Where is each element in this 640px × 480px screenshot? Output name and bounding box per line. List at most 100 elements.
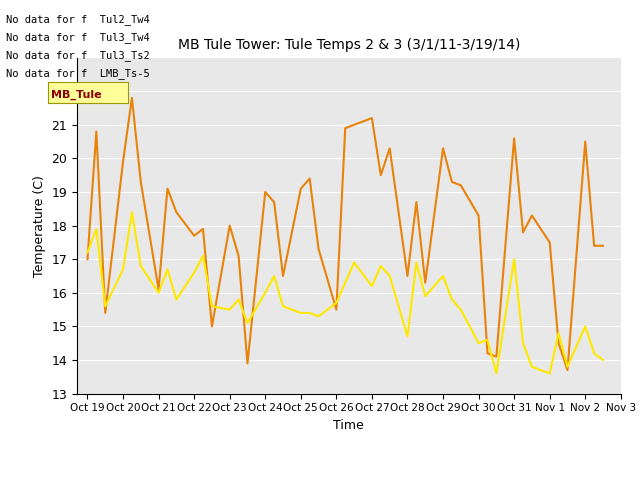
Tul2_Ts-2: [190, 233, 198, 239]
Tul2_Ts-2: [119, 159, 127, 165]
Tul2_Ts-8: [457, 307, 465, 312]
Tul2_Ts-8: [581, 324, 589, 329]
Tul2_Ts-8: [315, 313, 323, 319]
Tul2_Ts-2: [341, 125, 349, 131]
Tul2_Ts-8: [599, 357, 607, 363]
Tul2_Ts-2: [173, 209, 180, 215]
Legend: Tul2_Ts-2, Tul2_Ts-8: Tul2_Ts-2, Tul2_Ts-8: [237, 474, 460, 480]
Tul2_Ts-8: [404, 334, 412, 339]
Tul2_Ts-2: [297, 186, 305, 192]
Tul2_Ts-2: [599, 243, 607, 249]
Tul2_Ts-8: [270, 273, 278, 279]
Tul2_Ts-8: [377, 263, 385, 269]
Tul2_Ts-8: [448, 297, 456, 302]
Tul2_Ts-2: [164, 186, 172, 192]
Tul2_Ts-2: [448, 179, 456, 185]
Tul2_Ts-2: [226, 223, 234, 228]
Tul2_Ts-2: [493, 354, 500, 360]
Tul2_Ts-8: [386, 273, 394, 279]
Tul2_Ts-8: [306, 310, 314, 316]
Tul2_Ts-8: [519, 340, 527, 346]
Tul2_Ts-8: [484, 337, 492, 343]
Tul2_Ts-2: [528, 213, 536, 218]
Tul2_Ts-8: [368, 283, 376, 289]
Tul2_Ts-8: [235, 297, 243, 302]
Tul2_Ts-2: [546, 240, 554, 245]
Line: Tul2_Ts-2: Tul2_Ts-2: [88, 98, 603, 370]
Tul2_Ts-8: [190, 270, 198, 276]
Tul2_Ts-2: [510, 135, 518, 141]
Tul2_Ts-8: [279, 303, 287, 309]
Tul2_Ts-2: [84, 256, 92, 262]
Tul2_Ts-8: [84, 250, 92, 255]
Tul2_Ts-8: [475, 340, 483, 346]
Tul2_Ts-2: [519, 229, 527, 235]
Tul2_Ts-2: [421, 280, 429, 286]
Tul2_Ts-8: [119, 266, 127, 272]
Tul2_Ts-2: [368, 115, 376, 121]
Text: No data for f  Tul3_Ts2: No data for f Tul3_Ts2: [6, 50, 150, 61]
Tul2_Ts-8: [590, 350, 598, 356]
Tul2_Ts-8: [164, 266, 172, 272]
Tul2_Ts-8: [564, 364, 572, 370]
Tul2_Ts-2: [208, 324, 216, 329]
Tul2_Ts-2: [261, 189, 269, 195]
Tul2_Ts-8: [137, 263, 145, 269]
Tul2_Ts-2: [199, 226, 207, 232]
Tul2_Ts-8: [128, 209, 136, 215]
Tul2_Ts-8: [199, 253, 207, 259]
Tul2_Ts-2: [101, 310, 109, 316]
Tul2_Ts-8: [226, 307, 234, 312]
Tul2_Ts-2: [564, 367, 572, 373]
Tul2_Ts-2: [315, 246, 323, 252]
Tul2_Ts-2: [555, 340, 563, 346]
Tul2_Ts-2: [386, 145, 394, 151]
Tul2_Ts-2: [475, 213, 483, 218]
Tul2_Ts-8: [350, 260, 358, 265]
Tul2_Ts-2: [306, 176, 314, 181]
Tul2_Ts-8: [555, 330, 563, 336]
X-axis label: Time: Time: [333, 419, 364, 432]
Tul2_Ts-2: [404, 273, 412, 279]
Tul2_Ts-8: [413, 260, 420, 265]
Line: Tul2_Ts-8: Tul2_Ts-8: [88, 212, 603, 373]
Tul2_Ts-8: [439, 273, 447, 279]
Tul2_Ts-8: [101, 303, 109, 309]
Tul2_Ts-8: [297, 310, 305, 316]
Tul2_Ts-8: [244, 320, 252, 326]
Tul2_Ts-8: [261, 290, 269, 296]
Tul2_Ts-2: [128, 95, 136, 101]
Tul2_Ts-2: [235, 253, 243, 259]
Tul2_Ts-2: [377, 172, 385, 178]
Y-axis label: Temperature (C): Temperature (C): [33, 175, 45, 276]
Tul2_Ts-8: [333, 300, 340, 306]
Tul2_Ts-2: [270, 199, 278, 205]
Tul2_Ts-8: [341, 280, 349, 286]
Tul2_Ts-2: [581, 139, 589, 144]
Tul2_Ts-2: [350, 122, 358, 128]
Tul2_Ts-8: [173, 297, 180, 302]
Title: MB Tule Tower: Tule Temps 2 & 3 (3/1/11-3/19/14): MB Tule Tower: Tule Temps 2 & 3 (3/1/11-…: [178, 38, 520, 52]
Tul2_Ts-8: [510, 256, 518, 262]
Tul2_Ts-8: [421, 293, 429, 299]
Tul2_Ts-2: [155, 287, 163, 292]
Text: No data for f  Tul2_Tw4: No data for f Tul2_Tw4: [6, 13, 150, 24]
Tul2_Ts-2: [279, 273, 287, 279]
Tul2_Ts-8: [528, 364, 536, 370]
Tul2_Ts-8: [93, 226, 100, 232]
Tul2_Ts-8: [208, 303, 216, 309]
Tul2_Ts-2: [93, 129, 100, 134]
Tul2_Ts-2: [413, 199, 420, 205]
Tul2_Ts-8: [155, 290, 163, 296]
Text: No data for f  Tul3_Tw4: No data for f Tul3_Tw4: [6, 32, 150, 43]
Tul2_Ts-2: [457, 182, 465, 188]
Tul2_Ts-2: [244, 360, 252, 366]
Tul2_Ts-2: [439, 145, 447, 151]
Text: MB_Tule: MB_Tule: [51, 89, 102, 100]
Text: No data for f  LMB_Ts-5: No data for f LMB_Ts-5: [6, 68, 150, 79]
Tul2_Ts-8: [546, 371, 554, 376]
Tul2_Ts-8: [493, 371, 500, 376]
Tul2_Ts-2: [137, 179, 145, 185]
Tul2_Ts-2: [590, 243, 598, 249]
Tul2_Ts-2: [333, 307, 340, 312]
